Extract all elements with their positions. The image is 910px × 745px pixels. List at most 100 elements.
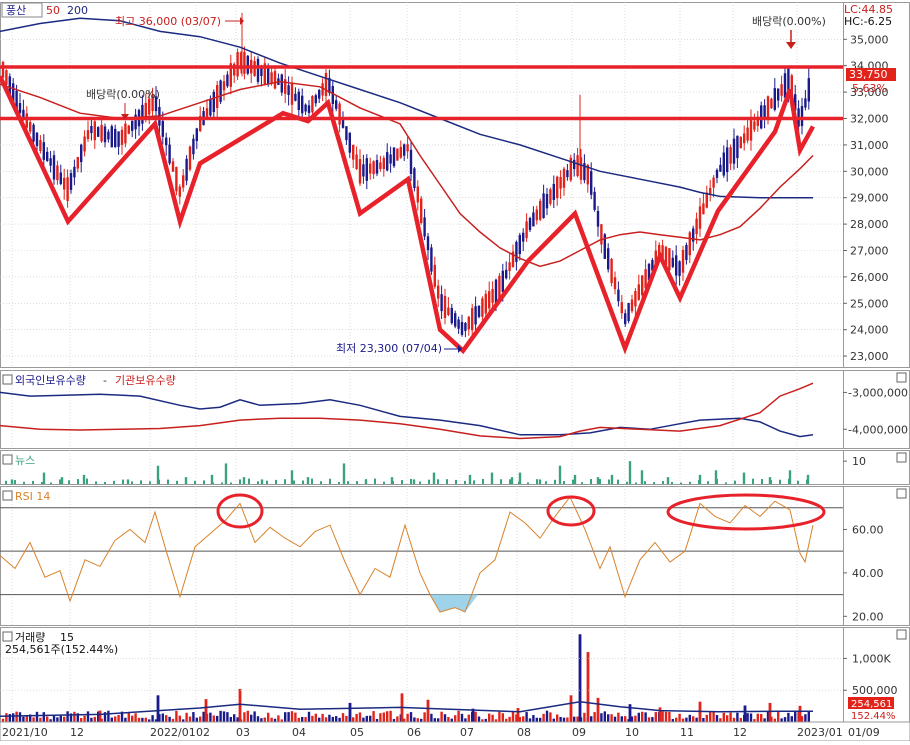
news-bar-small bbox=[131, 481, 133, 484]
volume-spike-bar bbox=[204, 699, 208, 722]
candle-body bbox=[233, 63, 236, 76]
candle-body bbox=[607, 248, 610, 270]
news-bar-small bbox=[527, 482, 529, 484]
volume-bar bbox=[171, 718, 175, 722]
holdings-panel-button[interactable] bbox=[896, 372, 907, 383]
candle-body bbox=[739, 137, 742, 149]
volume-bar bbox=[763, 718, 766, 722]
price-tick-label: 31,000 bbox=[850, 139, 889, 152]
news-bar-small bbox=[500, 479, 502, 484]
volume-legend-box[interactable] bbox=[2, 631, 13, 642]
candle-body bbox=[522, 232, 525, 242]
candle-body bbox=[545, 193, 549, 209]
volume-bar bbox=[654, 712, 657, 722]
news-bar-small bbox=[212, 482, 214, 484]
candle-body bbox=[178, 186, 181, 197]
candle-body bbox=[484, 293, 487, 314]
candle-body bbox=[382, 157, 385, 170]
volume-bar bbox=[352, 717, 355, 722]
volume-bar bbox=[477, 716, 481, 722]
candle-body bbox=[246, 55, 249, 74]
news-bar-small bbox=[275, 479, 277, 484]
volume-spike-bar bbox=[426, 699, 430, 722]
stock-name-box[interactable] bbox=[1, 2, 43, 18]
volume-panel[interactable]: 1,000K 500,000 bbox=[0, 634, 898, 722]
rsi-line bbox=[0, 495, 814, 613]
candle-body bbox=[746, 127, 749, 141]
candle-body bbox=[766, 96, 770, 120]
volume-bar bbox=[195, 717, 198, 722]
candle-body bbox=[372, 161, 375, 175]
candle-body bbox=[270, 72, 273, 84]
candle-body bbox=[389, 154, 392, 164]
panel-buttons[interactable] bbox=[896, 372, 907, 640]
candle-body bbox=[314, 95, 317, 104]
volume-bar bbox=[545, 710, 549, 722]
volume-bar bbox=[780, 718, 783, 722]
candle-body bbox=[219, 80, 222, 102]
volume-bar bbox=[137, 717, 141, 722]
volume-bar bbox=[185, 712, 188, 722]
news-bar bbox=[510, 477, 514, 484]
volume-bar bbox=[66, 711, 69, 722]
news-tick-label: 10 bbox=[852, 455, 866, 468]
candle-body bbox=[688, 232, 691, 256]
volume-bar bbox=[668, 711, 671, 722]
volume-bar bbox=[294, 712, 297, 722]
lc-label: LC:44.85 bbox=[844, 3, 893, 16]
price-panel[interactable] bbox=[0, 12, 843, 355]
volume-bar bbox=[746, 713, 749, 722]
holdings-panel[interactable]: -3,000,000 -4,000,000 bbox=[0, 382, 908, 440]
price-tick-label: 28,000 bbox=[850, 218, 889, 231]
news-bar-small bbox=[266, 480, 268, 484]
rsi-highlight-ellipses bbox=[216, 493, 826, 531]
volume-bar bbox=[287, 712, 290, 722]
news-bar bbox=[714, 470, 718, 484]
news-bar-small bbox=[608, 479, 610, 484]
volume-bar bbox=[12, 713, 15, 722]
candle-body bbox=[263, 63, 266, 85]
news-bar-small bbox=[383, 481, 385, 484]
rsi-panel[interactable]: 60.00 40.00 20.00 bbox=[0, 495, 884, 623]
news-bar bbox=[558, 465, 562, 484]
news-bar-small bbox=[320, 481, 322, 484]
dividend-right-arrow-head bbox=[786, 42, 796, 49]
volume-panel-button[interactable] bbox=[896, 629, 907, 640]
candle-body bbox=[505, 269, 508, 279]
news-bar bbox=[640, 470, 644, 484]
volume-bar bbox=[722, 712, 725, 722]
candle-body bbox=[290, 82, 294, 105]
volume-tick-label: 1,000K bbox=[852, 652, 891, 665]
news-panel-button[interactable] bbox=[896, 452, 907, 463]
candle-body bbox=[358, 159, 362, 184]
news-bar-small bbox=[779, 479, 781, 484]
volume-spike-bar bbox=[578, 634, 582, 722]
news-bar bbox=[628, 461, 632, 484]
volume-bar bbox=[576, 716, 579, 722]
rsi-legend-box[interactable] bbox=[2, 490, 13, 501]
candle-body bbox=[454, 313, 457, 327]
candle-body bbox=[685, 244, 688, 261]
news-bar-small bbox=[626, 481, 628, 484]
volume-bar bbox=[505, 718, 508, 722]
volume-bar bbox=[80, 718, 83, 722]
holdings-legend-box[interactable] bbox=[2, 374, 13, 385]
volume-bar bbox=[127, 712, 130, 722]
volume-bar bbox=[222, 711, 226, 722]
volume-bar bbox=[630, 716, 634, 722]
candle-body bbox=[124, 123, 127, 144]
volume-bar bbox=[141, 717, 144, 722]
candle-body bbox=[671, 257, 674, 267]
volume-bar bbox=[318, 717, 321, 722]
volume-bar bbox=[32, 717, 35, 722]
news-panel[interactable]: 10 bbox=[5, 455, 866, 484]
news-legend-box[interactable] bbox=[2, 454, 13, 465]
news-bar-small bbox=[455, 479, 457, 484]
candle-body bbox=[76, 156, 79, 169]
volume-bar bbox=[8, 714, 11, 722]
candle-body bbox=[18, 103, 22, 113]
rsi-panel-button[interactable] bbox=[896, 488, 907, 499]
volume-bar bbox=[539, 717, 542, 722]
x-axis-label: 04 bbox=[292, 726, 306, 739]
